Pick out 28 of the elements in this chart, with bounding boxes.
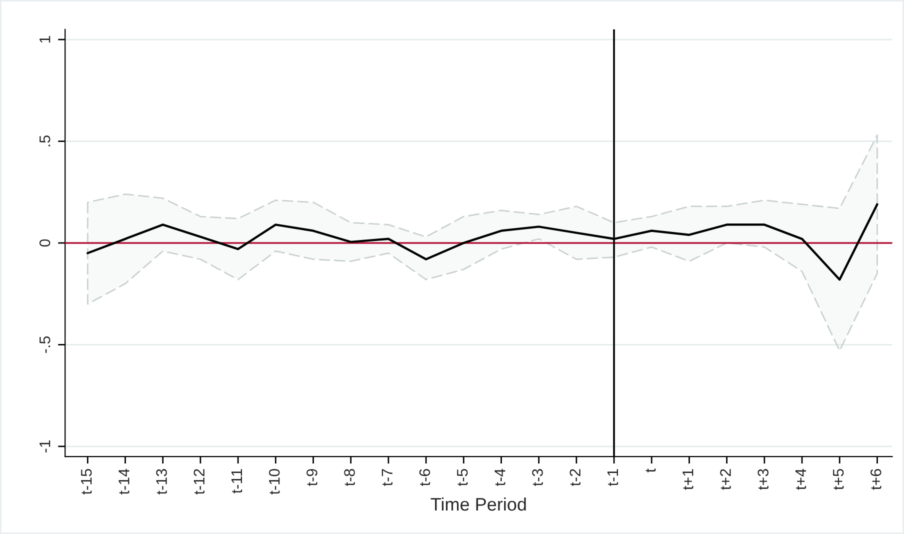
x-tick-label: t+6 <box>870 469 882 490</box>
x-tick-label: t-6 <box>419 469 430 486</box>
y-tick-label: 1 <box>40 36 50 43</box>
x-tick-label: t-5 <box>457 469 468 486</box>
x-tick-label: t-11 <box>231 469 242 494</box>
x-tick-label: t+1 <box>682 469 694 490</box>
x-tick-label: t-8 <box>344 469 355 486</box>
x-tick-label: t-15 <box>81 469 92 494</box>
x-axis-title: Time Period <box>430 497 526 511</box>
x-tick-label: t-3 <box>532 469 543 486</box>
y-tick-label: 0 <box>39 239 50 247</box>
x-tick-label: t-2 <box>570 469 580 486</box>
x-tick-label: t+3 <box>758 469 769 490</box>
x-tick-label: t-10 <box>268 468 280 494</box>
x-tick-label: t+2 <box>720 469 731 490</box>
x-tick-label: t-7 <box>382 469 392 486</box>
x-tick-label: t-14 <box>118 468 130 494</box>
y-tick-label: .5 <box>40 136 50 146</box>
x-tick-label: t-13 <box>156 469 167 494</box>
x-tick-label: t+5 <box>833 469 844 490</box>
x-tick-label: t-12 <box>194 469 205 494</box>
x-tick-label: t-4 <box>494 468 506 486</box>
y-tick-label: -1 <box>40 440 50 453</box>
x-tick-label: t-1 <box>607 469 618 486</box>
y-tick-label: -.5 <box>40 336 50 353</box>
x-tick-label: t <box>646 468 656 472</box>
x-tick-label: t+4 <box>795 468 806 490</box>
x-tick-label: t-9 <box>306 469 318 486</box>
